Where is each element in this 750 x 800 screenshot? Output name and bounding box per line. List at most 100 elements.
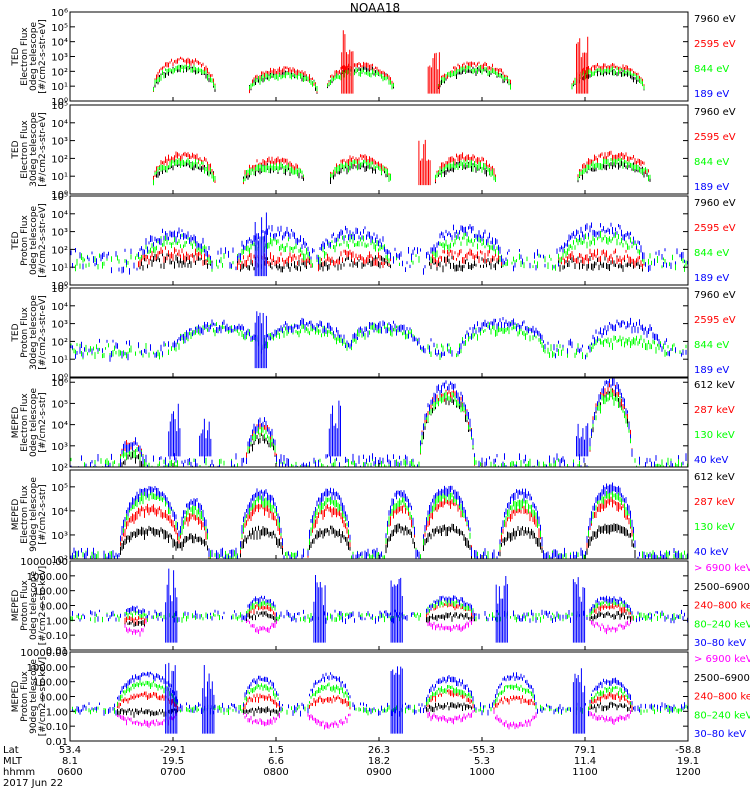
y-tick-label: 10.00 [39,693,68,704]
y-tick-label: 10⁵ [51,23,68,34]
y-axis-title: TED Electron Flux 30deg telescope [#/cm2-s-… [11,112,48,187]
y-tick-label: 10² [51,154,68,165]
x-tick-mlt: 18.2 [368,756,390,767]
y-tick-label: 0.10 [46,722,68,733]
spike-1 [254,212,267,277]
x-tick-lat: 1.5 [268,745,284,756]
y-tick-label: 10³ [51,228,68,239]
series-3-trace [117,688,633,712]
y-axis-title-line: [#/cm2-s-str-eV] [38,19,48,94]
y-axis-title-line: 30deg telescope [29,295,39,370]
spike-1 [165,568,178,643]
x-tick-mlt: 6.6 [268,756,284,767]
legend-entry: 7960 eV [694,290,736,301]
y-axis-title-line: Proton Flux [20,580,30,631]
y-tick-label: 1.00 [46,616,68,627]
y-axis-title-line: [#/cm2-s-str-eV] [38,203,48,278]
series-2-trace [153,150,651,185]
y-tick-label: 100.00 [33,587,68,598]
y-axis-title-line: Electron Flux [20,120,30,179]
y-axis-title-line: 0deg telescope [29,206,39,276]
legend-entry: 40 keV [694,455,728,466]
panel-traces [153,30,645,94]
y-axis-title-line: Proton Flux [20,671,30,722]
spike-1 [168,403,181,457]
y-axis-title-line: Proton Flux [20,307,30,358]
y-axis-title-line: [#/cm2-s-str-eV] [38,295,48,370]
x-tick-mlt: 8.1 [62,756,78,767]
legend-entry: 189 eV [694,273,729,284]
y-axis-title-line: MEPED [11,681,21,713]
series-2-trace [138,246,645,272]
y-axis-title-line: [#/cm2-s-str] [38,484,48,544]
panel-traces [70,311,687,369]
legend-entry: 844 eV [694,340,729,351]
y-tick-label: 10⁵ [51,192,68,203]
y-tick-label: 10⁴ [51,119,68,130]
legend-entry: 240–800 keV [694,692,750,703]
series-5-trace [72,595,688,624]
y-axis-title-line: Electron Flux [20,485,30,544]
x-tick-mlt: 11.4 [574,756,596,767]
x-row-label: 2017 Jun 22 [3,778,63,789]
y-tick-label: 10³ [51,442,68,453]
y-tick-label: 0.01 [46,646,68,657]
y-tick-label: 10³ [51,531,68,542]
y-tick-label: 0.01 [46,737,68,748]
panel-traces [72,662,688,734]
legend-entry: 844 eV [694,64,729,75]
y-axis-title-line: TED [11,323,21,342]
y-tick-label: 10⁴ [51,38,68,49]
y-axis-title-line: Electron Flux [20,393,30,452]
y-axis-title: TED Electron Flux 0deg telescope [#/cm2-s-s… [11,19,48,94]
legend-entry: 189 eV [694,182,729,193]
y-tick-label: 10² [51,337,68,348]
y-tick-label: 1000.00 [27,572,68,583]
y-axis-title: TED Proton Flux 30deg telescope [#/cm2-s-st… [11,295,48,370]
y-axis-title-line: MEPED [11,407,21,439]
x-row-label: MLT [3,756,23,767]
y-axis-title-line: MEPED [11,499,21,531]
spike-1 [418,139,431,186]
y-tick-label: 10³ [51,137,68,148]
legend-entry: 2500–6900 [694,673,750,684]
spike-2 [313,575,326,643]
y-tick-label: 10⁵ [51,399,68,410]
y-tick-label: 10¹ [51,355,68,366]
panel-frame [69,377,689,468]
spike-1 [341,30,354,94]
legend-entry: 130 keV [694,430,735,441]
y-tick-label: 10¹ [51,82,68,93]
x-tick-hhmm: 0900 [366,767,391,778]
x-tick-lat: 53.4 [59,745,81,756]
legend-entry: 612 keV [694,472,735,483]
series-2-trace [153,56,645,94]
spike-2 [202,665,215,734]
y-axis-title: MEPED Proton Flux 90deg telescope [#/cm2-s-… [11,657,48,736]
y-tick-label: 10² [51,463,68,474]
legend-entry: 2595 eV [694,223,736,234]
series-2-trace [120,496,636,558]
legend-entry: > 6900 keV [694,654,750,665]
y-tick-label: 10² [51,555,68,566]
y-tick-label: 10⁴ [51,210,68,221]
legend-entry: 130 keV [694,522,735,533]
series-4-trace [70,222,688,275]
y-tick-label: 10.00 [39,602,68,613]
panel-traces [70,568,688,643]
series-3-trace [70,489,688,559]
series-1-trace [117,708,633,730]
x-tick-hhmm: 1000 [469,767,494,778]
x-tick-hhmm: 1100 [572,767,597,778]
x-tick-hhmm: 0700 [160,767,185,778]
spike-3 [427,52,440,94]
panel-traces [70,378,688,467]
y-tick-label: 10⁵ [51,284,68,295]
x-tick-lat: -29.1 [160,745,186,756]
series-3-trace [153,64,645,92]
